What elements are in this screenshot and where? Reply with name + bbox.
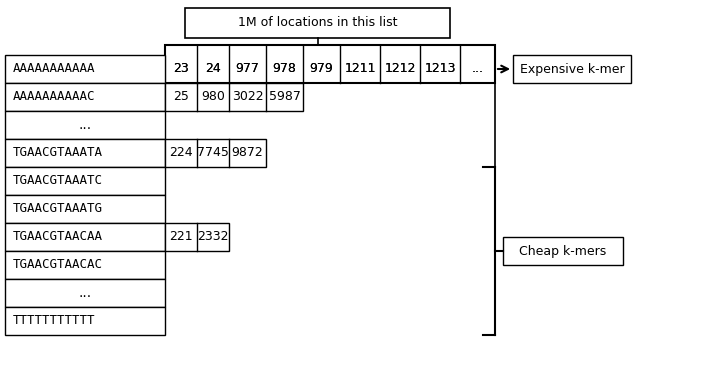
- Text: 979: 979: [310, 63, 333, 75]
- Text: AAAAAAAAAAA: AAAAAAAAAAA: [13, 63, 96, 75]
- Text: 24: 24: [205, 63, 221, 75]
- Bar: [165, 83, 303, 111]
- Text: 224: 224: [169, 147, 193, 160]
- Text: 23: 23: [173, 63, 189, 75]
- Text: 24: 24: [205, 63, 221, 75]
- Bar: [503, 237, 623, 265]
- Text: 1213: 1213: [424, 63, 456, 75]
- Text: TTTTTTTTTTT: TTTTTTTTTTT: [13, 314, 96, 327]
- Text: 3022: 3022: [232, 91, 264, 103]
- Text: 977: 977: [235, 63, 259, 75]
- Text: TGAACGTAACAA: TGAACGTAACAA: [13, 231, 103, 244]
- Text: 978: 978: [273, 63, 297, 75]
- Bar: [5, 279, 165, 307]
- Text: TGAACGTAAATC: TGAACGTAAATC: [13, 175, 103, 188]
- Text: 1211: 1211: [344, 63, 376, 75]
- Text: 2332: 2332: [197, 231, 229, 244]
- Text: 1212: 1212: [384, 63, 415, 75]
- Bar: [165, 139, 266, 167]
- Text: TGAACGTAACAC: TGAACGTAACAC: [13, 258, 103, 272]
- Bar: [5, 55, 165, 83]
- Text: 221: 221: [169, 231, 193, 244]
- Text: TGAACGTAAATG: TGAACGTAAATG: [13, 203, 103, 216]
- Text: 1M of locations in this list: 1M of locations in this list: [238, 16, 397, 29]
- Text: 1213: 1213: [424, 63, 456, 75]
- Bar: [5, 111, 165, 139]
- Text: Expensive k-mer: Expensive k-mer: [520, 63, 624, 75]
- Text: 7745: 7745: [197, 147, 229, 160]
- Bar: [5, 251, 165, 279]
- Text: AAAAAAAAAAC: AAAAAAAAAAC: [13, 91, 96, 103]
- Bar: [513, 55, 631, 83]
- Bar: [5, 139, 165, 167]
- Bar: [5, 307, 165, 335]
- Bar: [165, 223, 229, 251]
- Text: 1212: 1212: [384, 63, 415, 75]
- Bar: [5, 195, 165, 223]
- Text: 977: 977: [235, 63, 259, 75]
- Text: 979: 979: [310, 63, 333, 75]
- Bar: [5, 223, 165, 251]
- Text: ...: ...: [472, 63, 484, 75]
- Text: ...: ...: [78, 286, 91, 300]
- Text: 23: 23: [173, 63, 189, 75]
- Bar: [5, 167, 165, 195]
- Bar: [5, 83, 165, 111]
- Text: 978: 978: [273, 63, 297, 75]
- Text: ...: ...: [78, 118, 91, 132]
- Text: 5987: 5987: [269, 91, 300, 103]
- Bar: [165, 45, 495, 83]
- Text: 1211: 1211: [344, 63, 376, 75]
- Text: ...: ...: [472, 63, 484, 75]
- Text: 980: 980: [201, 91, 225, 103]
- Text: Cheap k-mers: Cheap k-mers: [519, 244, 607, 257]
- Text: 25: 25: [173, 91, 189, 103]
- Text: TGAACGTAAATA: TGAACGTAAATA: [13, 147, 103, 160]
- Text: 9872: 9872: [232, 147, 264, 160]
- Bar: [185, 8, 450, 38]
